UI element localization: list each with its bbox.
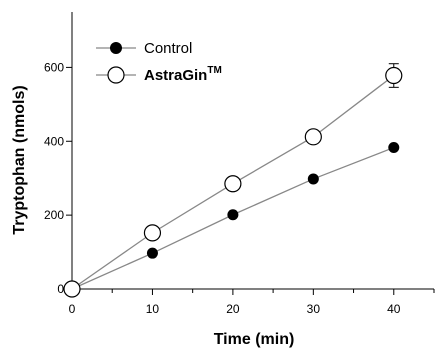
x-tick-label: 30 (307, 302, 321, 316)
legend-control-label: Control (144, 40, 192, 57)
y-axis-title: Tryptophan (nmols) (11, 85, 28, 234)
legend-astragin-name: AstraGin (144, 67, 207, 84)
y-tick-label: 200 (44, 208, 64, 222)
x-tick-label: 0 (69, 302, 76, 316)
data-point-control (307, 173, 319, 185)
x-axis-title: Time (min) (214, 331, 295, 348)
x-tick-label: 40 (387, 302, 401, 316)
legend-astragin-superscript: TM (207, 65, 221, 76)
data-point-astragin (224, 175, 242, 193)
data-point-astragin (143, 224, 162, 242)
tick-labels: 0 200 400 600 0 10 20 30 40 (44, 60, 401, 316)
y-tick-label: 400 (44, 134, 64, 148)
legend-astragin-marker (107, 66, 125, 84)
data-point-control (227, 209, 239, 221)
y-tick-label: 0 (57, 282, 64, 296)
legend: Control AstraGinTM (96, 40, 222, 84)
data-point-astragin (63, 280, 81, 298)
x-tick-label: 20 (226, 302, 240, 316)
data-point-astragin (385, 66, 403, 85)
legend-control-marker (110, 42, 122, 54)
data-markers (63, 66, 403, 298)
axes (66, 12, 435, 295)
data-point-control (146, 247, 158, 259)
legend-astragin-label: AstraGinTM (144, 65, 222, 84)
data-point-astragin (304, 128, 322, 146)
y-tick-label: 600 (44, 60, 64, 74)
x-tick-label: 10 (146, 302, 160, 316)
data-point-control (388, 142, 400, 154)
